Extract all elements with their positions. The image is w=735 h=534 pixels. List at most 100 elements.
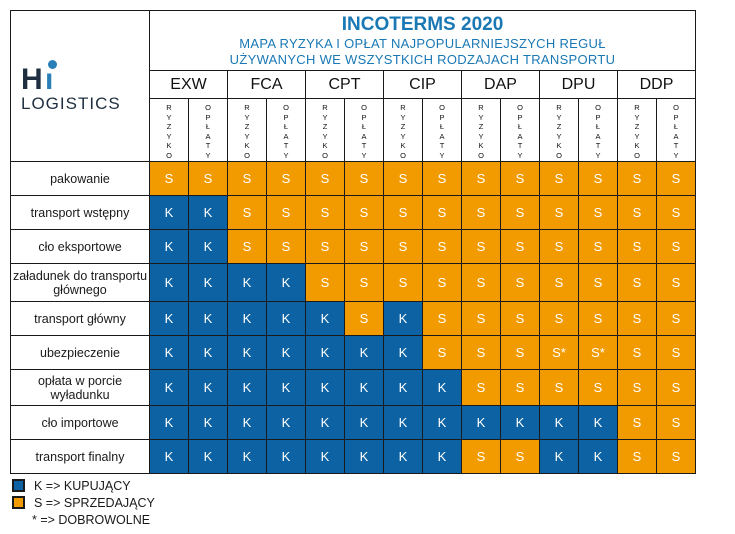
subheader-oplaty-dpu: OPŁATY xyxy=(578,98,618,162)
cell-buyer: K xyxy=(539,439,579,474)
cell-seller: S xyxy=(617,405,657,440)
cell-seller: S xyxy=(461,161,501,196)
cell-seller: S xyxy=(383,263,423,302)
legend-optional-label: * => DOBROWOLNE xyxy=(32,512,151,527)
cell-seller: S xyxy=(461,335,501,370)
cell-buyer: K xyxy=(305,405,345,440)
cell-buyer: K xyxy=(383,369,423,406)
legend-buyer-label: K => KUPUJĄCY xyxy=(34,478,131,493)
cell-seller: S xyxy=(617,263,657,302)
subheader-label: RYZYKO xyxy=(634,103,640,160)
cell-buyer: K xyxy=(422,369,462,406)
cell-seller: S xyxy=(617,301,657,336)
subheader-label: RYZYKO xyxy=(244,103,250,160)
cell-seller: S xyxy=(422,161,462,196)
legend: K => KUPUJĄCY S => SPRZEDAJĄCY * => DOBR… xyxy=(12,477,155,528)
cell-buyer: K xyxy=(500,405,540,440)
cell-seller: S xyxy=(500,161,540,196)
term-ddp: DDP xyxy=(617,70,696,99)
cell-seller: S xyxy=(266,161,306,196)
cell-seller: S xyxy=(617,161,657,196)
cell-buyer: K xyxy=(227,301,267,336)
table-row: transport wstępny K K S S S S S S S S S S S S xyxy=(10,195,696,230)
cell-buyer: K xyxy=(266,301,306,336)
subheader-label: RYZYKO xyxy=(556,103,562,160)
legend-buyer: K => KUPUJĄCY xyxy=(12,477,155,494)
subheader-label: OPŁATY xyxy=(283,103,289,160)
cell-seller: S xyxy=(578,263,618,302)
buyer-swatch xyxy=(12,479,25,492)
cell-seller: S xyxy=(500,335,540,370)
subheader-oplaty-ddp: OPŁATY xyxy=(656,98,696,162)
cell-buyer: K xyxy=(188,369,228,406)
cell-seller: S xyxy=(578,301,618,336)
cell-buyer: K xyxy=(149,335,189,370)
cell-buyer: K xyxy=(422,439,462,474)
cell-seller: S xyxy=(656,195,696,230)
subheader-ryzyko-exw: RYZYKO xyxy=(149,98,189,162)
cell-seller: S xyxy=(383,161,423,196)
cell-buyer: K xyxy=(227,263,267,302)
term-cpt: CPT xyxy=(305,70,384,99)
term-fca: FCA xyxy=(227,70,306,99)
row-label: transport finalny xyxy=(10,439,150,474)
cell-buyer: K xyxy=(188,229,228,264)
cell-seller: S xyxy=(422,335,462,370)
cell-seller: S xyxy=(539,369,579,406)
cell-seller: S xyxy=(227,195,267,230)
cell-seller: S xyxy=(500,439,540,474)
cell-seller: S xyxy=(617,335,657,370)
cell-seller: S xyxy=(422,263,462,302)
table-row: załadunek do transportu głównego K K K K S S S S… xyxy=(10,263,696,302)
cell-buyer: K xyxy=(305,301,345,336)
cell-buyer: K xyxy=(383,405,423,440)
cell-seller: S xyxy=(539,301,579,336)
subheader-oplaty-cip: OPŁATY xyxy=(422,98,462,162)
cell-seller: S xyxy=(578,369,618,406)
cell-buyer: K xyxy=(305,439,345,474)
cell-buyer: K xyxy=(422,405,462,440)
cell-seller: S xyxy=(461,195,501,230)
cell-seller: S xyxy=(266,229,306,264)
table-row: transport główny K K K K K S K S S S S S S S xyxy=(10,301,696,336)
term-dpu: DPU xyxy=(539,70,618,99)
table-row: pakowanie S S S S S S S S S S S S S S xyxy=(10,161,696,196)
cell-seller: S xyxy=(617,439,657,474)
cell-seller: S xyxy=(188,161,228,196)
subheader-label: RYZYKO xyxy=(400,103,406,160)
cell-buyer: K xyxy=(578,439,618,474)
cell-buyer: K xyxy=(383,301,423,336)
cell-seller: S xyxy=(266,195,306,230)
cell-buyer: K xyxy=(344,405,384,440)
cell-seller: S xyxy=(383,195,423,230)
cell-buyer: K xyxy=(149,301,189,336)
cell-seller: S xyxy=(500,195,540,230)
title-block: INCOTERMS 2020 MAPA RYZYKA I OPŁAT NAJPO… xyxy=(149,10,696,71)
cell-seller: S xyxy=(500,301,540,336)
cell-buyer: K xyxy=(266,263,306,302)
cell-buyer: K xyxy=(188,301,228,336)
subheader-oplaty-cpt: OPŁATY xyxy=(344,98,384,162)
subheader-oplaty-exw: OPŁATY xyxy=(188,98,228,162)
cell-seller: S xyxy=(344,229,384,264)
cell-seller: S xyxy=(305,195,345,230)
cell-seller: S xyxy=(617,195,657,230)
subheader-label: RYZYKO xyxy=(166,103,172,160)
cell-seller: S xyxy=(656,405,696,440)
subheader-label: OPŁATY xyxy=(595,103,601,160)
subheader-label: OPŁATY xyxy=(517,103,523,160)
cell-seller: S xyxy=(578,229,618,264)
cell-buyer: K xyxy=(578,405,618,440)
table-row: cło eksportowe K K S S S S S S S S S S S S xyxy=(10,229,696,264)
cell-seller: S xyxy=(344,263,384,302)
cell-seller: S xyxy=(656,301,696,336)
cell-buyer: K xyxy=(305,335,345,370)
cell-buyer: K xyxy=(227,439,267,474)
cell-seller: S xyxy=(344,161,384,196)
cell-buyer: K xyxy=(149,263,189,302)
row-label: cło importowe xyxy=(10,405,150,440)
cell-buyer: K xyxy=(227,335,267,370)
cell-seller: S xyxy=(617,369,657,406)
